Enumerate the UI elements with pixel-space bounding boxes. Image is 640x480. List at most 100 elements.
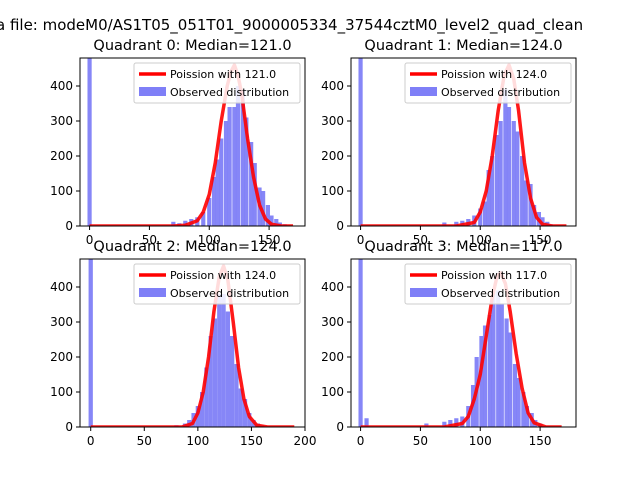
quadrant-1-panel: Quadrant 1: Median=124.0 0 50 100 150 0 100 200…	[321, 38, 577, 247]
quadrant-3-xtick-label: 150	[529, 434, 552, 448]
quadrant-0-ytick-label: 0	[65, 219, 73, 233]
quadrant-2-ytick-label: 200	[50, 350, 73, 364]
quadrant-0-histogram-bar	[249, 142, 254, 226]
quadrant-1-ytick-label: 400	[321, 79, 344, 93]
quadrant-1-ytick-label: 200	[321, 149, 344, 163]
figure-suptitle: a file: modeM0/AS1T05_051T01_9000005334_…	[0, 16, 583, 35]
quadrant-1-legend-bar-swatch	[410, 87, 437, 96]
quadrant-0-histogram-bar	[87, 58, 92, 226]
quadrant-0-legend-poisson-label: Poission with 121.0	[170, 68, 276, 81]
quadrant-1-histogram-bar	[523, 180, 528, 226]
quadrant-0-axes-frame	[79, 57, 306, 227]
quadrant-3-histogram-bar	[487, 315, 492, 427]
quadrant-1-histogram-bar	[490, 156, 495, 226]
quadrant-1-histogram-bar	[478, 208, 483, 226]
quadrant-2-histogram-bar	[247, 413, 252, 427]
quadrant-3-histogram-bar	[521, 392, 526, 427]
quadrant-3-histogram-bar	[504, 318, 509, 427]
quadrant-2-axes-frame	[79, 258, 306, 428]
quadrant-1-histogram-bar	[454, 221, 459, 226]
quadrant-3-histogram-bar	[442, 421, 447, 427]
quadrant-2-histogram-bar	[230, 336, 235, 427]
quadrant-1-histogram-bar	[511, 121, 516, 226]
quadrant-0-histogram-bar	[201, 212, 206, 226]
quadrant-1-histogram-bar	[482, 201, 488, 226]
quadrant-1-ytick-label: 0	[336, 219, 344, 233]
quadrant-3-histogram-bar	[524, 406, 530, 427]
quadrant-0-histogram-bar	[232, 107, 237, 226]
quadrant-1-histogram-bar	[486, 170, 491, 226]
quadrant-0-legend-observed-label: Observed distribution	[170, 86, 289, 99]
quadrant-3-legend-poisson-label: Poission with 117.0	[441, 269, 547, 282]
quadrant-3-legend-observed-label: Observed distribution	[441, 287, 560, 300]
quadrant-2-histogram-bar	[204, 367, 209, 427]
quadrant-1-title: Quadrant 1: Median=124.0	[364, 38, 562, 54]
quadrant-0-ytick-label: 400	[50, 79, 73, 93]
quadrant-0-histogram-bar	[269, 215, 274, 226]
quadrant-3-xtick-label: 100	[469, 434, 492, 448]
quadrant-2-panel: Quadrant 2: Median=124.0 0 50 100 150 200 0 100…	[50, 239, 316, 448]
quadrant-0-histogram-bar	[227, 107, 232, 226]
quadrant-1-histogram-bar	[532, 205, 537, 226]
quadrant-2-legend-box	[133, 263, 301, 305]
quadrant-1-histogram-bar	[520, 156, 525, 226]
quadrant-0-xtick-label: 150	[258, 233, 281, 247]
quadrant-0-histogram-bar	[252, 163, 257, 226]
quadrant-0-title: Quadrant 0: Median=121.0	[93, 38, 291, 54]
quadrant-1-ytick-label: 100	[321, 184, 344, 198]
quadrant-3-axes-frame	[350, 258, 577, 428]
quadrant-3-title: Quadrant 3: Median=117.0	[364, 239, 562, 255]
quadrant-0-histogram-bar	[211, 177, 217, 226]
quadrant-1-legend: Poission with 124.0 Observed distribution	[404, 62, 572, 104]
quadrant-0-histogram-bar	[171, 221, 176, 226]
quadrant-2-histogram-bar	[242, 399, 248, 427]
quadrant-3-legend: Poission with 117.0 Observed distribution	[404, 263, 572, 305]
quadrant-3-ytick-label: 400	[321, 280, 344, 294]
quadrant-0-histogram-bar	[265, 205, 270, 226]
quadrant-2-legend-poisson-label: Poission with 124.0	[170, 269, 276, 282]
quadrant-2-histogram-bar	[225, 311, 230, 427]
quadrant-1-xtick-label: 150	[529, 233, 552, 247]
quadrant-1-xtick-label: 0	[357, 233, 365, 247]
quadrant-0-histogram-bar	[244, 117, 249, 226]
quadrant-0-histogram-bar	[235, 86, 241, 226]
quadrant-2-xtick-label: 150	[240, 434, 263, 448]
quadrant-3-histogram-bar	[448, 420, 453, 427]
quadrant-3-histogram-bar	[454, 418, 459, 427]
quadrant-0-xtick-label: 50	[142, 233, 157, 247]
quadrant-3-ytick-label: 100	[321, 385, 344, 399]
quadrant-0-ytick-label: 300	[50, 114, 73, 128]
quadrant-0-legend-bar-swatch	[139, 87, 166, 96]
quadrant-3-histogram-bar	[479, 336, 484, 427]
quadrant-3-histogram-bar	[508, 332, 513, 427]
quadrant-2-xtick-label: 100	[186, 434, 209, 448]
quadrant-2-ytick-label: 0	[65, 420, 73, 434]
quadrant-1-ytick-label: 300	[321, 114, 344, 128]
quadrant-3-histogram-bar	[499, 304, 504, 427]
quadrant-1-legend-box	[404, 62, 572, 104]
quadrant-3-histogram-bar	[516, 378, 521, 427]
quadrant-0-histogram-bar	[274, 219, 279, 226]
quadrant-3-ytick-label: 0	[336, 420, 344, 434]
quadrant-2-ytick-label: 400	[50, 280, 73, 294]
quadrant-1-histogram-bar	[506, 107, 512, 226]
quadrant-1-histogram-bar	[494, 135, 500, 226]
quadrant-2-histogram-bar	[212, 318, 218, 427]
quadrant-1-legend-observed-label: Observed distribution	[441, 86, 560, 99]
quadrant-2-xtick-label: 0	[87, 434, 95, 448]
quadrant-2-ytick-label: 300	[50, 315, 73, 329]
quadrant-1-histogram-bar	[515, 131, 520, 226]
quadrant-3-histogram-bar	[358, 259, 363, 427]
quadrant-3-plot-area	[358, 259, 562, 427]
quadrant-3-histogram-bar	[482, 325, 488, 427]
quadrant-0-legend: Poission with 121.0 Observed distribution	[133, 62, 301, 104]
quadrant-3-xtick-label: 50	[413, 434, 428, 448]
quadrant-2-histogram-bar	[238, 388, 243, 427]
quadrant-0-histogram-bar	[183, 220, 188, 226]
quadrant-1-histogram-bar	[358, 58, 363, 226]
quadrant-0-histogram-bar	[240, 89, 245, 226]
quadrant-0-ytick-label: 200	[50, 149, 73, 163]
quadrant-2-legend-observed-label: Observed distribution	[170, 287, 289, 300]
quadrant-0-xtick-label: 0	[86, 233, 94, 247]
